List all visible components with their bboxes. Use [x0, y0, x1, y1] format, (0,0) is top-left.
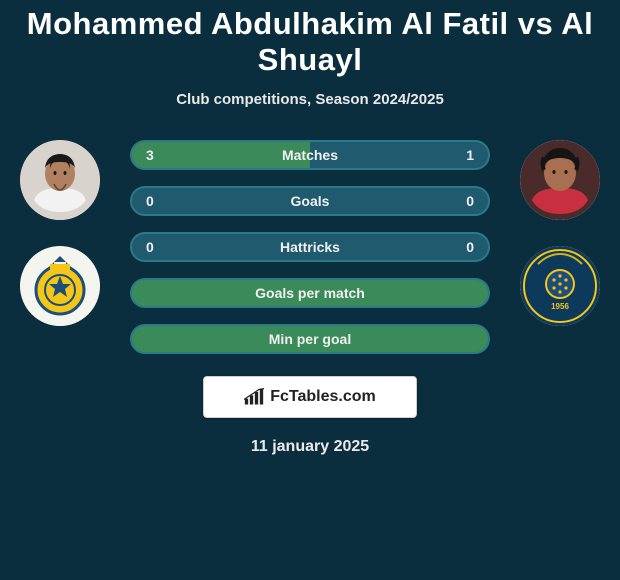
svg-text:1956: 1956 — [551, 302, 569, 311]
stat-value-left: 0 — [146, 239, 154, 255]
club-left-svg — [20, 246, 100, 326]
player-left-avatar — [20, 140, 100, 220]
brand-badge[interactable]: FcTables.com — [203, 376, 417, 418]
player-right-avatar — [520, 140, 600, 220]
stat-label: Min per goal — [269, 331, 351, 347]
stat-value-right: 0 — [466, 239, 474, 255]
stat-bar: Min per goal — [130, 324, 490, 354]
stat-label: Goals per match — [255, 285, 365, 301]
stat-value-left: 0 — [146, 193, 154, 209]
bar-chart-icon — [244, 388, 264, 406]
stat-bar: 0 Hattricks 0 — [130, 232, 490, 262]
player-right-club-badge: 1956 — [520, 246, 600, 326]
stat-value-right: 0 — [466, 193, 474, 209]
comparison-panel: 1956 3 Matches 1 0 Goals 0 0 Hattricks 0 Goals pe… — [0, 140, 620, 354]
stat-value-right: 1 — [466, 147, 474, 163]
stat-bar: Goals per match — [130, 278, 490, 308]
stat-bars: 3 Matches 1 0 Goals 0 0 Hattricks 0 Goals per mat… — [130, 140, 490, 354]
avatar-left-svg — [20, 140, 100, 220]
stat-bar: 0 Goals 0 — [130, 186, 490, 216]
right-column: 1956 — [510, 140, 610, 326]
left-column — [10, 140, 110, 326]
stat-label: Hattricks — [280, 239, 340, 255]
player-left-club-badge — [20, 246, 100, 326]
page-subtitle: Club competitions, Season 2024/2025 — [0, 91, 620, 108]
stat-label: Matches — [282, 147, 338, 163]
page-title: Mohammed Abdulhakim Al Fatil vs Al Shuay… — [0, 0, 620, 77]
brand-text: FcTables.com — [270, 388, 376, 406]
stat-value-left: 3 — [146, 147, 154, 163]
avatar-right-svg — [520, 140, 600, 220]
comparison-date: 11 january 2025 — [0, 438, 620, 456]
stat-label: Goals — [291, 193, 330, 209]
stat-bar: 3 Matches 1 — [130, 140, 490, 170]
club-right-svg: 1956 — [520, 246, 600, 326]
